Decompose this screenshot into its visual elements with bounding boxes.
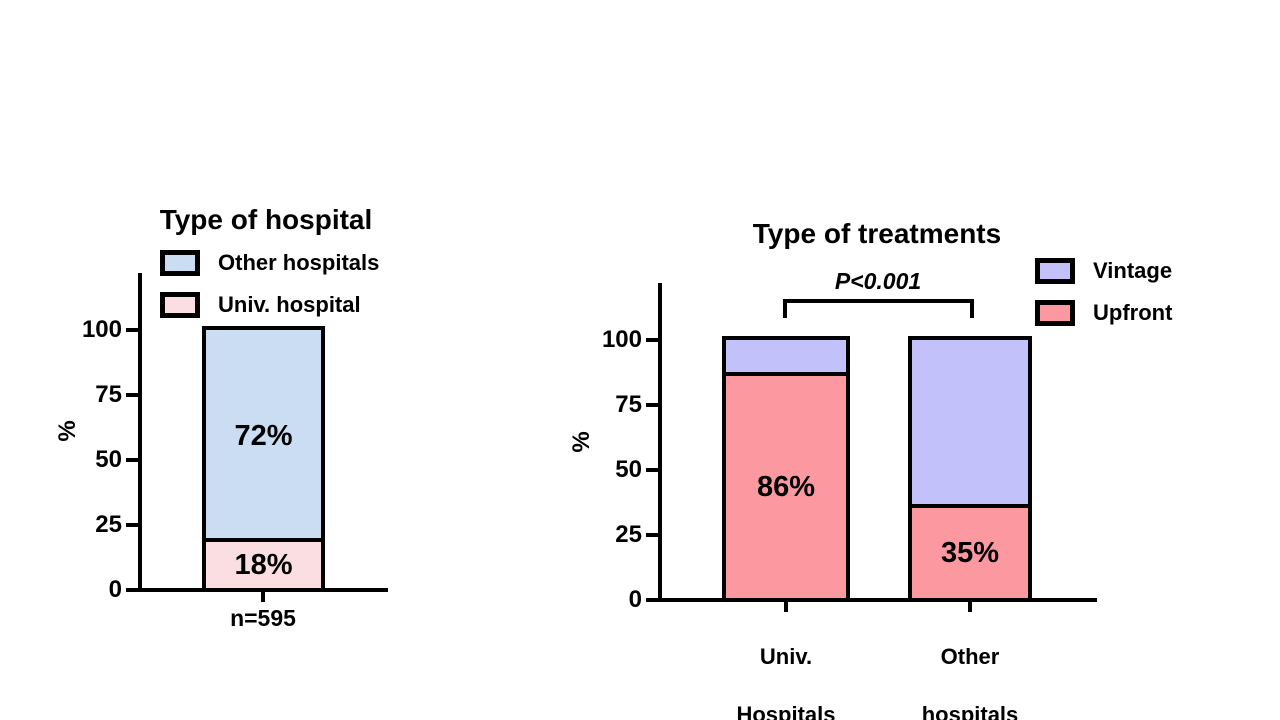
chart2-legend: Vintage Upfront	[1035, 258, 1172, 342]
bar-segment-value-label: 35%	[940, 536, 1000, 569]
chart1-legend: Other hospitals Univ. hospital	[160, 250, 379, 334]
y-tick-label: 75	[95, 381, 122, 408]
x-category-line: Hospitals	[736, 702, 836, 720]
x-category-line: Univ.	[759, 644, 813, 669]
bar-segments: 86%	[726, 340, 846, 598]
legend-label: Vintage	[1093, 258, 1173, 283]
y-tick	[646, 338, 658, 342]
legend-label: Other hospitals	[218, 250, 380, 275]
bar-segment	[206, 330, 321, 542]
stacked-bar: 18% 72%	[202, 326, 325, 592]
y-tick	[646, 468, 658, 472]
x-category-label: n=595	[230, 605, 296, 631]
bar-segment	[912, 507, 1028, 598]
y-tick-label: 50	[615, 456, 642, 483]
x-tick	[261, 592, 265, 602]
x-tick	[784, 602, 788, 612]
y-axis-label: %	[568, 431, 595, 453]
bracket-right-tick	[970, 299, 974, 318]
legend-swatch	[160, 250, 200, 276]
bar-segment-value-label: 72%	[234, 419, 293, 452]
y-tick-label: 0	[628, 586, 642, 613]
bar-segment-value-label: 18%	[234, 548, 293, 581]
legend-swatch	[160, 292, 200, 318]
y-axis-line	[658, 283, 662, 602]
y-tick	[126, 588, 138, 592]
legend-item: Upfront	[1035, 300, 1172, 326]
x-tick	[968, 602, 972, 612]
bar-segment	[206, 541, 321, 588]
y-tick-label: 25	[95, 511, 122, 538]
legend-swatch	[1035, 300, 1075, 326]
bar-segment	[726, 340, 846, 377]
bracket-left-tick	[783, 299, 787, 318]
stacked-bar: 86%	[722, 336, 850, 602]
legend-label: Univ. hospital	[218, 292, 361, 317]
bar-segment-value-label: 86%	[756, 471, 816, 504]
x-category-label: Univ. Hospitals	[706, 613, 866, 720]
y-tick-label: 25	[615, 521, 642, 548]
legend-label: Upfront	[1093, 300, 1173, 325]
y-tick	[126, 523, 138, 527]
y-tick-label: 0	[108, 576, 122, 603]
x-category-label: Other hospitals	[890, 613, 1050, 720]
y-tick	[646, 403, 658, 407]
bar-segment	[726, 376, 846, 598]
bar-segments: 35%	[912, 340, 1028, 598]
y-tick	[646, 598, 658, 602]
chart2-title: Type of treatments	[752, 218, 1002, 249]
p-value-annotation: P<0.001	[834, 268, 922, 294]
bar-segments: 18% 72%	[206, 330, 321, 588]
y-axis-line	[138, 273, 142, 592]
y-axis-label: %	[54, 420, 81, 442]
y-tick-label: 50	[95, 446, 122, 473]
y-tick	[126, 393, 138, 397]
legend-item: Univ. hospital	[160, 292, 379, 318]
y-tick-label: 100	[601, 326, 642, 353]
chart1-title: Type of hospital	[159, 204, 373, 235]
y-tick	[646, 533, 658, 537]
stacked-bar: 35%	[908, 336, 1032, 602]
x-category-line: Other	[940, 644, 1000, 669]
legend-swatch	[1035, 258, 1075, 284]
y-tick	[126, 458, 138, 462]
y-tick-label: 75	[615, 391, 642, 418]
legend-item: Vintage	[1035, 258, 1172, 284]
y-tick-label: 100	[81, 316, 122, 343]
x-axis-line	[658, 598, 1097, 602]
bar-segment	[912, 340, 1028, 508]
legend-item: Other hospitals	[160, 250, 379, 276]
bracket-horizontal	[783, 299, 974, 303]
y-tick	[126, 328, 138, 332]
x-category-line: hospitals	[921, 702, 1019, 720]
